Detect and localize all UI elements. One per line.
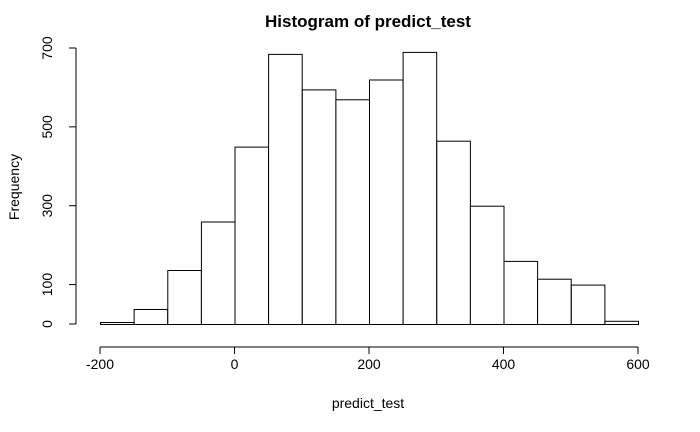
histogram-bar bbox=[167, 270, 202, 325]
chart-title: Histogram of predict_test bbox=[265, 12, 471, 31]
histogram-bar bbox=[570, 284, 606, 326]
y-axis-label: Frequency bbox=[6, 154, 22, 220]
histogram-bar bbox=[268, 53, 303, 326]
histogram-bar bbox=[301, 89, 337, 326]
x-axis-label: predict_test bbox=[332, 395, 404, 411]
histogram-bar bbox=[100, 322, 135, 325]
histogram-bar bbox=[133, 309, 169, 325]
histogram-bar bbox=[604, 320, 640, 325]
x-tick-label: 0 bbox=[231, 356, 239, 372]
histogram-bar bbox=[335, 99, 370, 325]
y-tick-label: 0 bbox=[39, 320, 55, 328]
histogram-bar bbox=[402, 51, 438, 326]
y-tick-label: 700 bbox=[39, 36, 55, 60]
y-tick-label: 500 bbox=[39, 115, 55, 139]
histogram-bar bbox=[369, 79, 404, 325]
y-tick-label: 300 bbox=[39, 194, 55, 218]
histogram-bar bbox=[200, 221, 236, 325]
histogram-bar bbox=[503, 260, 539, 325]
x-axis: -200 0 200 400 600 bbox=[86, 346, 650, 372]
histogram-bar bbox=[436, 140, 471, 325]
histogram-bars bbox=[100, 51, 640, 326]
histogram-bar bbox=[469, 205, 505, 325]
x-tick-label: 200 bbox=[357, 356, 381, 372]
histogram-bar bbox=[537, 278, 572, 326]
histogram-bar bbox=[234, 146, 270, 325]
y-axis: 0 100 300 500 700 bbox=[39, 36, 77, 328]
x-tick-label: -200 bbox=[86, 356, 114, 372]
y-tick-label: 100 bbox=[39, 273, 55, 297]
x-tick-label: 600 bbox=[626, 356, 650, 372]
x-tick-label: 400 bbox=[492, 356, 516, 372]
